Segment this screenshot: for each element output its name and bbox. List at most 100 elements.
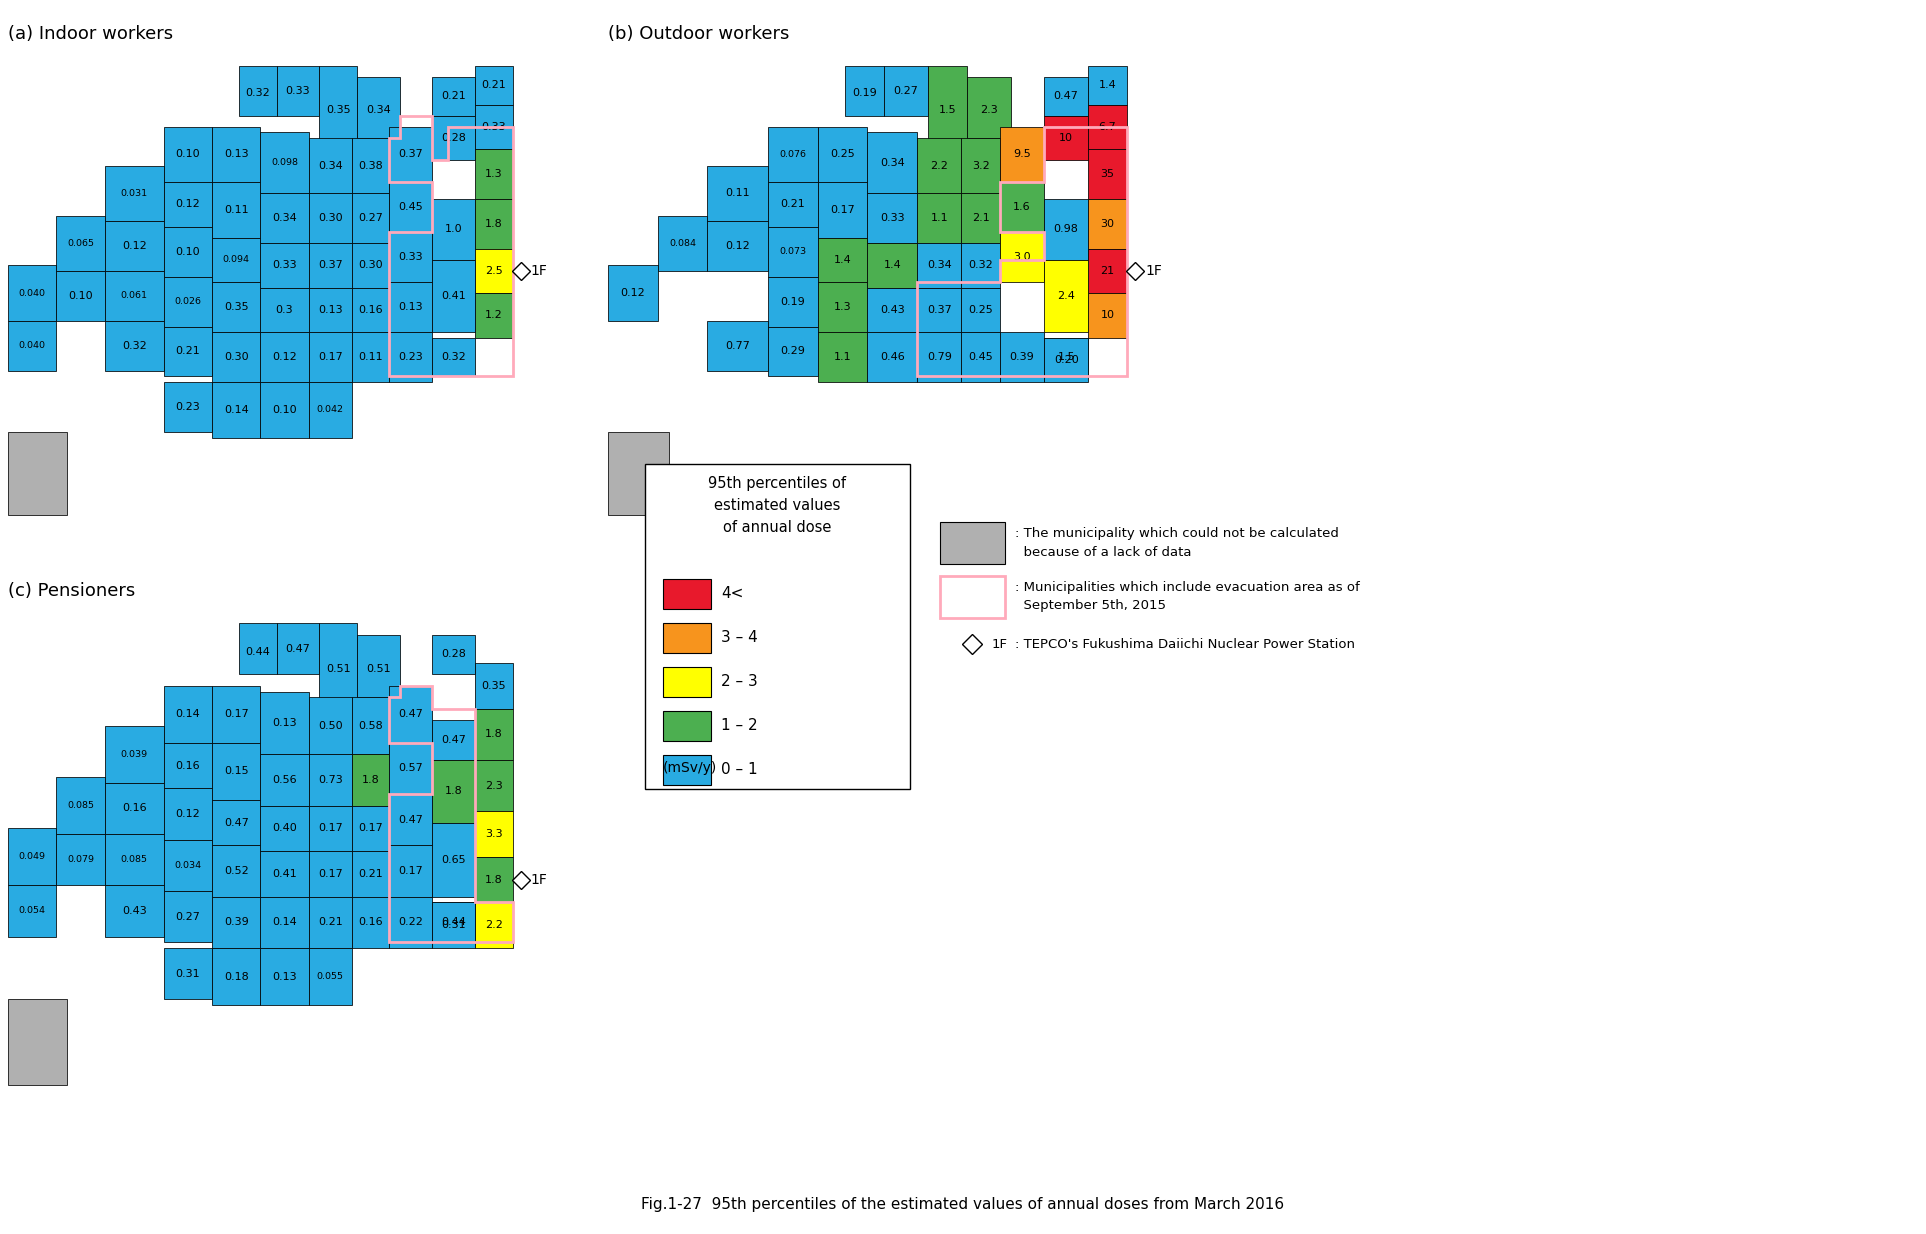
Polygon shape	[768, 227, 819, 276]
Polygon shape	[707, 221, 768, 271]
Polygon shape	[356, 77, 401, 138]
Text: 0.32: 0.32	[441, 352, 466, 362]
Polygon shape	[164, 686, 212, 743]
Text: 0.23: 0.23	[399, 352, 424, 362]
Polygon shape	[389, 183, 431, 232]
Text: 0.39: 0.39	[1009, 352, 1034, 362]
Text: 1F: 1F	[992, 638, 1007, 650]
Polygon shape	[8, 265, 56, 321]
Text: 0.10: 0.10	[272, 405, 297, 415]
Text: 0.039: 0.039	[121, 750, 148, 759]
Polygon shape	[1044, 338, 1088, 383]
Polygon shape	[846, 65, 884, 116]
Polygon shape	[308, 754, 352, 806]
Text: 0.13: 0.13	[272, 971, 297, 981]
Polygon shape	[352, 806, 389, 851]
Polygon shape	[212, 238, 260, 283]
Text: 0.31: 0.31	[175, 969, 200, 979]
Polygon shape	[1088, 294, 1127, 338]
Text: 1.3: 1.3	[485, 169, 503, 179]
Text: (b) Outdoor workers: (b) Outdoor workers	[609, 25, 790, 43]
Text: 0.21: 0.21	[318, 917, 343, 927]
Text: 0.33: 0.33	[285, 85, 310, 95]
Polygon shape	[277, 65, 320, 116]
Polygon shape	[308, 948, 352, 1004]
Text: 3.2: 3.2	[973, 160, 990, 170]
Text: 0.10: 0.10	[175, 247, 200, 257]
Text: 0.33: 0.33	[880, 213, 905, 223]
Text: 35: 35	[1100, 169, 1115, 179]
Text: 0.37: 0.37	[318, 260, 343, 270]
Polygon shape	[260, 243, 308, 288]
Polygon shape	[917, 194, 961, 243]
Text: 1.5: 1.5	[1057, 352, 1075, 362]
Text: 0.46: 0.46	[880, 352, 905, 362]
Text: 1.4: 1.4	[1098, 80, 1117, 90]
Polygon shape	[56, 216, 104, 271]
Polygon shape	[104, 834, 164, 885]
Text: 2.1: 2.1	[973, 213, 990, 223]
Text: 9.5: 9.5	[1013, 149, 1030, 159]
Polygon shape	[308, 383, 352, 438]
Text: 0.16: 0.16	[175, 760, 200, 770]
Text: 0.79: 0.79	[926, 352, 951, 362]
Polygon shape	[389, 127, 431, 183]
Polygon shape	[1000, 183, 1044, 232]
Text: 0.13: 0.13	[399, 302, 424, 312]
Polygon shape	[1044, 260, 1088, 332]
Polygon shape	[476, 708, 512, 760]
Polygon shape	[389, 232, 431, 283]
Polygon shape	[352, 897, 389, 948]
Text: 0.026: 0.026	[175, 297, 202, 306]
Polygon shape	[164, 948, 212, 1000]
Text: 6.7: 6.7	[1098, 122, 1117, 132]
Polygon shape	[308, 897, 352, 948]
Polygon shape	[707, 165, 768, 221]
Polygon shape	[212, 686, 260, 743]
Text: 0.34: 0.34	[318, 160, 343, 170]
Text: 0.29: 0.29	[780, 347, 805, 357]
Text: : The municipality which could not be calculated
  because of a lack of data: : The municipality which could not be ca…	[1015, 527, 1339, 559]
Text: 0.43: 0.43	[880, 305, 905, 315]
Text: 3.0: 3.0	[1013, 252, 1030, 262]
Polygon shape	[239, 623, 277, 675]
Text: 1.4: 1.4	[884, 260, 901, 270]
Text: (a) Indoor workers: (a) Indoor workers	[8, 25, 173, 43]
Polygon shape	[1000, 127, 1044, 183]
Text: 0.47: 0.47	[223, 818, 248, 828]
Polygon shape	[431, 199, 476, 260]
Text: 0.38: 0.38	[358, 160, 383, 170]
Polygon shape	[961, 332, 1000, 383]
Text: 0.21: 0.21	[358, 869, 383, 879]
Polygon shape	[212, 183, 260, 238]
Text: 0.56: 0.56	[272, 775, 297, 785]
Polygon shape	[389, 845, 431, 897]
Polygon shape	[260, 754, 308, 806]
Polygon shape	[104, 321, 164, 371]
Polygon shape	[260, 194, 308, 243]
Polygon shape	[320, 65, 356, 149]
Text: 2.3: 2.3	[980, 105, 998, 115]
Polygon shape	[212, 283, 260, 332]
Polygon shape	[164, 276, 212, 327]
Polygon shape	[260, 806, 308, 851]
Text: 0.51: 0.51	[366, 664, 391, 674]
Text: 1F: 1F	[532, 264, 547, 278]
Text: 0.3: 0.3	[275, 305, 293, 315]
Text: 0.58: 0.58	[358, 721, 383, 731]
Polygon shape	[1000, 232, 1044, 283]
Text: 0.41: 0.41	[441, 291, 466, 301]
Text: 0.65: 0.65	[441, 855, 466, 865]
Polygon shape	[389, 283, 431, 332]
Text: 2.3: 2.3	[485, 781, 503, 791]
Text: 0.18: 0.18	[223, 971, 248, 981]
Text: 0.12: 0.12	[620, 289, 645, 299]
Polygon shape	[104, 885, 164, 937]
Text: 1.3: 1.3	[834, 302, 851, 312]
Polygon shape	[308, 697, 352, 754]
Text: 3.3: 3.3	[485, 829, 503, 839]
Polygon shape	[164, 891, 212, 943]
Polygon shape	[164, 127, 212, 183]
Text: 0.084: 0.084	[668, 238, 695, 248]
Polygon shape	[260, 383, 308, 438]
